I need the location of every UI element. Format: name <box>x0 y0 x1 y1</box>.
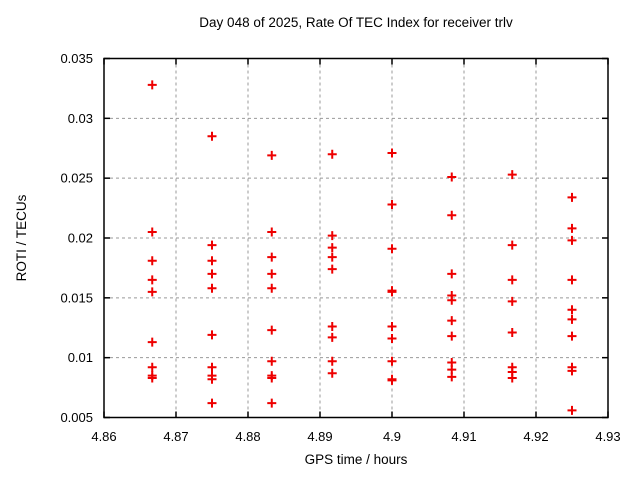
data-point-marker <box>267 269 277 279</box>
data-point-marker <box>147 80 157 90</box>
data-point-marker <box>387 334 397 344</box>
x-tick-label: 4.91 <box>451 429 476 444</box>
data-point-marker <box>207 131 217 141</box>
data-point-marker <box>147 362 157 372</box>
data-point-marker <box>327 252 337 262</box>
data-point-marker <box>567 275 577 285</box>
data-point-marker <box>267 373 277 383</box>
y-tick-label: 0.01 <box>68 350 93 365</box>
data-point-marker <box>387 356 397 366</box>
data-point-marker <box>147 337 157 347</box>
data-point-marker <box>567 331 577 341</box>
y-axis-label: ROTI / TECUs <box>14 194 29 281</box>
x-tick-label: 4.93 <box>595 429 620 444</box>
data-point-marker <box>507 275 517 285</box>
x-tick-label: 4.92 <box>523 429 548 444</box>
data-point-marker <box>567 235 577 245</box>
data-point-marker <box>147 373 157 383</box>
x-tick-label: 4.89 <box>307 429 332 444</box>
data-point-marker <box>387 322 397 332</box>
axis-ticks <box>103 57 609 419</box>
data-point-marker <box>447 316 457 326</box>
data-point-marker <box>447 331 457 341</box>
x-tick-labels: 4.86 4.87 4.88 4.89 4.9 4.91 4.92 4.93 <box>91 429 620 444</box>
x-axis-label: GPS time / hours <box>305 452 408 467</box>
data-point-marker <box>387 148 397 158</box>
data-point-marker <box>207 240 217 250</box>
data-point-marker <box>567 366 577 376</box>
data-point-marker <box>207 256 217 266</box>
y-tick-label: 0.02 <box>68 231 93 246</box>
data-point-marker <box>567 314 577 324</box>
y-tick-label: 0.005 <box>60 410 93 425</box>
data-point-marker <box>267 283 277 293</box>
data-point-marker <box>327 322 337 332</box>
data-point-marker <box>147 227 157 237</box>
data-point-marker <box>387 199 397 209</box>
data-point-marker <box>327 243 337 253</box>
data-point-marker <box>327 149 337 159</box>
data-point-marker <box>447 210 457 220</box>
data-point-marker <box>567 305 577 315</box>
data-point-marker <box>507 170 517 180</box>
data-point-marker <box>207 398 217 408</box>
data-point-marker <box>447 269 457 279</box>
data-point-marker <box>147 256 157 266</box>
data-point-marker <box>327 356 337 366</box>
x-tick-label: 4.87 <box>163 429 188 444</box>
data-point-marker <box>507 373 517 383</box>
data-point-marker <box>147 287 157 297</box>
data-point-marker <box>387 244 397 254</box>
y-tick-labels: 0.005 0.01 0.015 0.02 0.025 0.03 0.035 <box>60 51 93 425</box>
data-points <box>147 80 577 415</box>
data-point-marker <box>567 192 577 202</box>
data-point-marker <box>207 269 217 279</box>
data-point-marker <box>207 374 217 384</box>
data-point-marker <box>267 398 277 408</box>
data-point-marker <box>267 227 277 237</box>
data-point-marker <box>507 240 517 250</box>
y-tick-label: 0.025 <box>60 171 93 186</box>
data-point-marker <box>567 405 577 415</box>
x-tick-label: 4.88 <box>235 429 260 444</box>
data-point-marker <box>327 368 337 378</box>
data-point-marker <box>267 356 277 366</box>
data-point-marker <box>387 287 397 297</box>
chart-title: Day 048 of 2025, Rate Of TEC Index for r… <box>199 15 513 30</box>
data-point-marker <box>267 325 277 335</box>
data-point-marker <box>567 223 577 233</box>
data-point-marker <box>267 252 277 262</box>
y-tick-label: 0.035 <box>60 51 93 66</box>
data-point-marker <box>147 275 157 285</box>
data-point-marker <box>327 231 337 241</box>
grid-lines <box>104 58 608 418</box>
data-point-marker <box>387 375 397 385</box>
data-point-marker <box>447 295 457 305</box>
data-point-marker <box>207 283 217 293</box>
data-point-marker <box>207 362 217 372</box>
data-point-marker <box>207 330 217 340</box>
y-tick-label: 0.03 <box>68 111 93 126</box>
data-point-marker <box>267 150 277 160</box>
data-point-marker <box>327 332 337 342</box>
data-point-marker <box>447 372 457 382</box>
x-tick-label: 4.86 <box>91 429 116 444</box>
data-point-marker <box>507 296 517 306</box>
data-point-marker <box>447 172 457 182</box>
data-point-marker <box>327 264 337 274</box>
y-tick-label: 0.015 <box>60 290 93 305</box>
data-point-marker <box>507 328 517 338</box>
x-tick-label: 4.9 <box>383 429 401 444</box>
